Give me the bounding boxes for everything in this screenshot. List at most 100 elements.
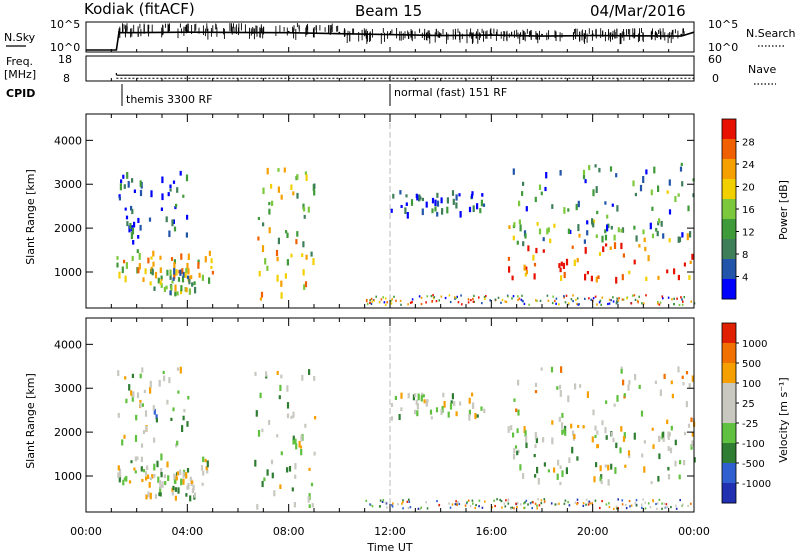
data-cell [303, 207, 306, 212]
data-cell [627, 450, 631, 456]
data-cell [460, 294, 462, 297]
data-cell [191, 282, 194, 287]
data-cell [673, 303, 675, 306]
power-xticks [85, 114, 695, 308]
data-cell [170, 285, 173, 291]
data-cell [149, 386, 152, 394]
data-cell [257, 429, 261, 437]
data-cell [610, 225, 613, 230]
data-cell [296, 231, 299, 237]
data-cell [678, 236, 682, 243]
data-cell [438, 503, 441, 507]
data-cell [158, 379, 161, 387]
data-cell [149, 281, 152, 286]
data-cell [668, 238, 671, 243]
data-cell [390, 403, 394, 407]
data-cell [139, 180, 142, 187]
data-cell [303, 214, 306, 219]
freq-left-tick-top: 18 [58, 53, 72, 66]
data-cell [510, 507, 512, 510]
data-cell [458, 502, 461, 506]
power-colorbar: 28 24 20 16 12 8 4 [721, 118, 755, 300]
data-cell [560, 366, 563, 373]
data-cell [163, 286, 166, 292]
data-cell [149, 492, 152, 500]
data-cell [589, 502, 591, 505]
data-cell [565, 294, 568, 297]
data-cell [187, 395, 190, 400]
data-cell [160, 468, 163, 475]
data-cell [470, 194, 474, 199]
data-cell [559, 390, 562, 397]
data-cell [401, 502, 403, 505]
data-cell [266, 167, 269, 175]
data-cell [691, 440, 694, 448]
data-cell [405, 194, 408, 198]
data-cell [673, 268, 676, 275]
data-cell [292, 435, 295, 440]
data-cell [182, 471, 185, 479]
data-cell [670, 380, 673, 385]
data-cell [679, 499, 681, 502]
data-cell [669, 447, 673, 454]
data-cell [158, 492, 161, 497]
data-cell [472, 297, 474, 300]
data-cell [538, 504, 541, 507]
data-cell [468, 409, 471, 416]
data-cell [604, 464, 607, 468]
data-cell [633, 225, 636, 230]
data-cell [682, 503, 684, 506]
data-cell [280, 374, 283, 379]
data-cell [290, 184, 293, 191]
data-cell [457, 301, 460, 304]
data-cell [176, 440, 179, 446]
data-cell [480, 199, 483, 207]
data-cell [555, 297, 558, 300]
time-axis-labels: 00:00 04:00 08:00 12:00 16:00 20:00 00:00 [70, 525, 710, 538]
data-cell [575, 298, 577, 301]
data-cell [481, 302, 483, 305]
data-cell [607, 302, 609, 306]
colorbar-tick-label: -100 [742, 439, 765, 450]
data-cell [608, 505, 611, 509]
data-cell [567, 302, 570, 305]
colorbar-segment [722, 483, 736, 504]
data-cell [170, 417, 173, 421]
data-cell [126, 172, 129, 179]
data-cell [170, 257, 174, 261]
data-cell [412, 394, 415, 401]
data-cell [179, 469, 182, 475]
colorbar-segment [722, 119, 736, 140]
data-cell [279, 484, 282, 489]
data-cell [139, 402, 142, 408]
data-cell [650, 189, 653, 196]
data-cell [197, 261, 200, 269]
data-cell [303, 284, 306, 290]
data-cell [679, 166, 683, 172]
data-cell [294, 474, 297, 479]
noise-right-tick-bottom: 10^0 [708, 41, 738, 54]
data-cell [630, 302, 633, 305]
data-cell [144, 471, 148, 476]
data-cell [451, 503, 454, 506]
data-cell [160, 472, 163, 478]
data-cell [174, 291, 177, 297]
data-cell [681, 303, 684, 306]
data-cell [193, 492, 197, 498]
data-cell [678, 303, 681, 307]
y-tick-label: 4000 [54, 134, 82, 147]
y-tick-label: 1000 [54, 470, 82, 483]
data-cell [416, 403, 419, 410]
data-cell [191, 487, 194, 494]
data-cell [666, 190, 669, 194]
data-cell [535, 437, 538, 444]
data-cell [391, 505, 394, 508]
noise-left-label: N.Sky [4, 31, 36, 44]
data-cell [511, 297, 513, 300]
data-cell [310, 251, 313, 257]
data-cell [411, 301, 413, 304]
data-cell [693, 457, 696, 463]
data-cell [584, 273, 587, 281]
data-cell [547, 469, 550, 473]
data-cell [640, 410, 644, 417]
